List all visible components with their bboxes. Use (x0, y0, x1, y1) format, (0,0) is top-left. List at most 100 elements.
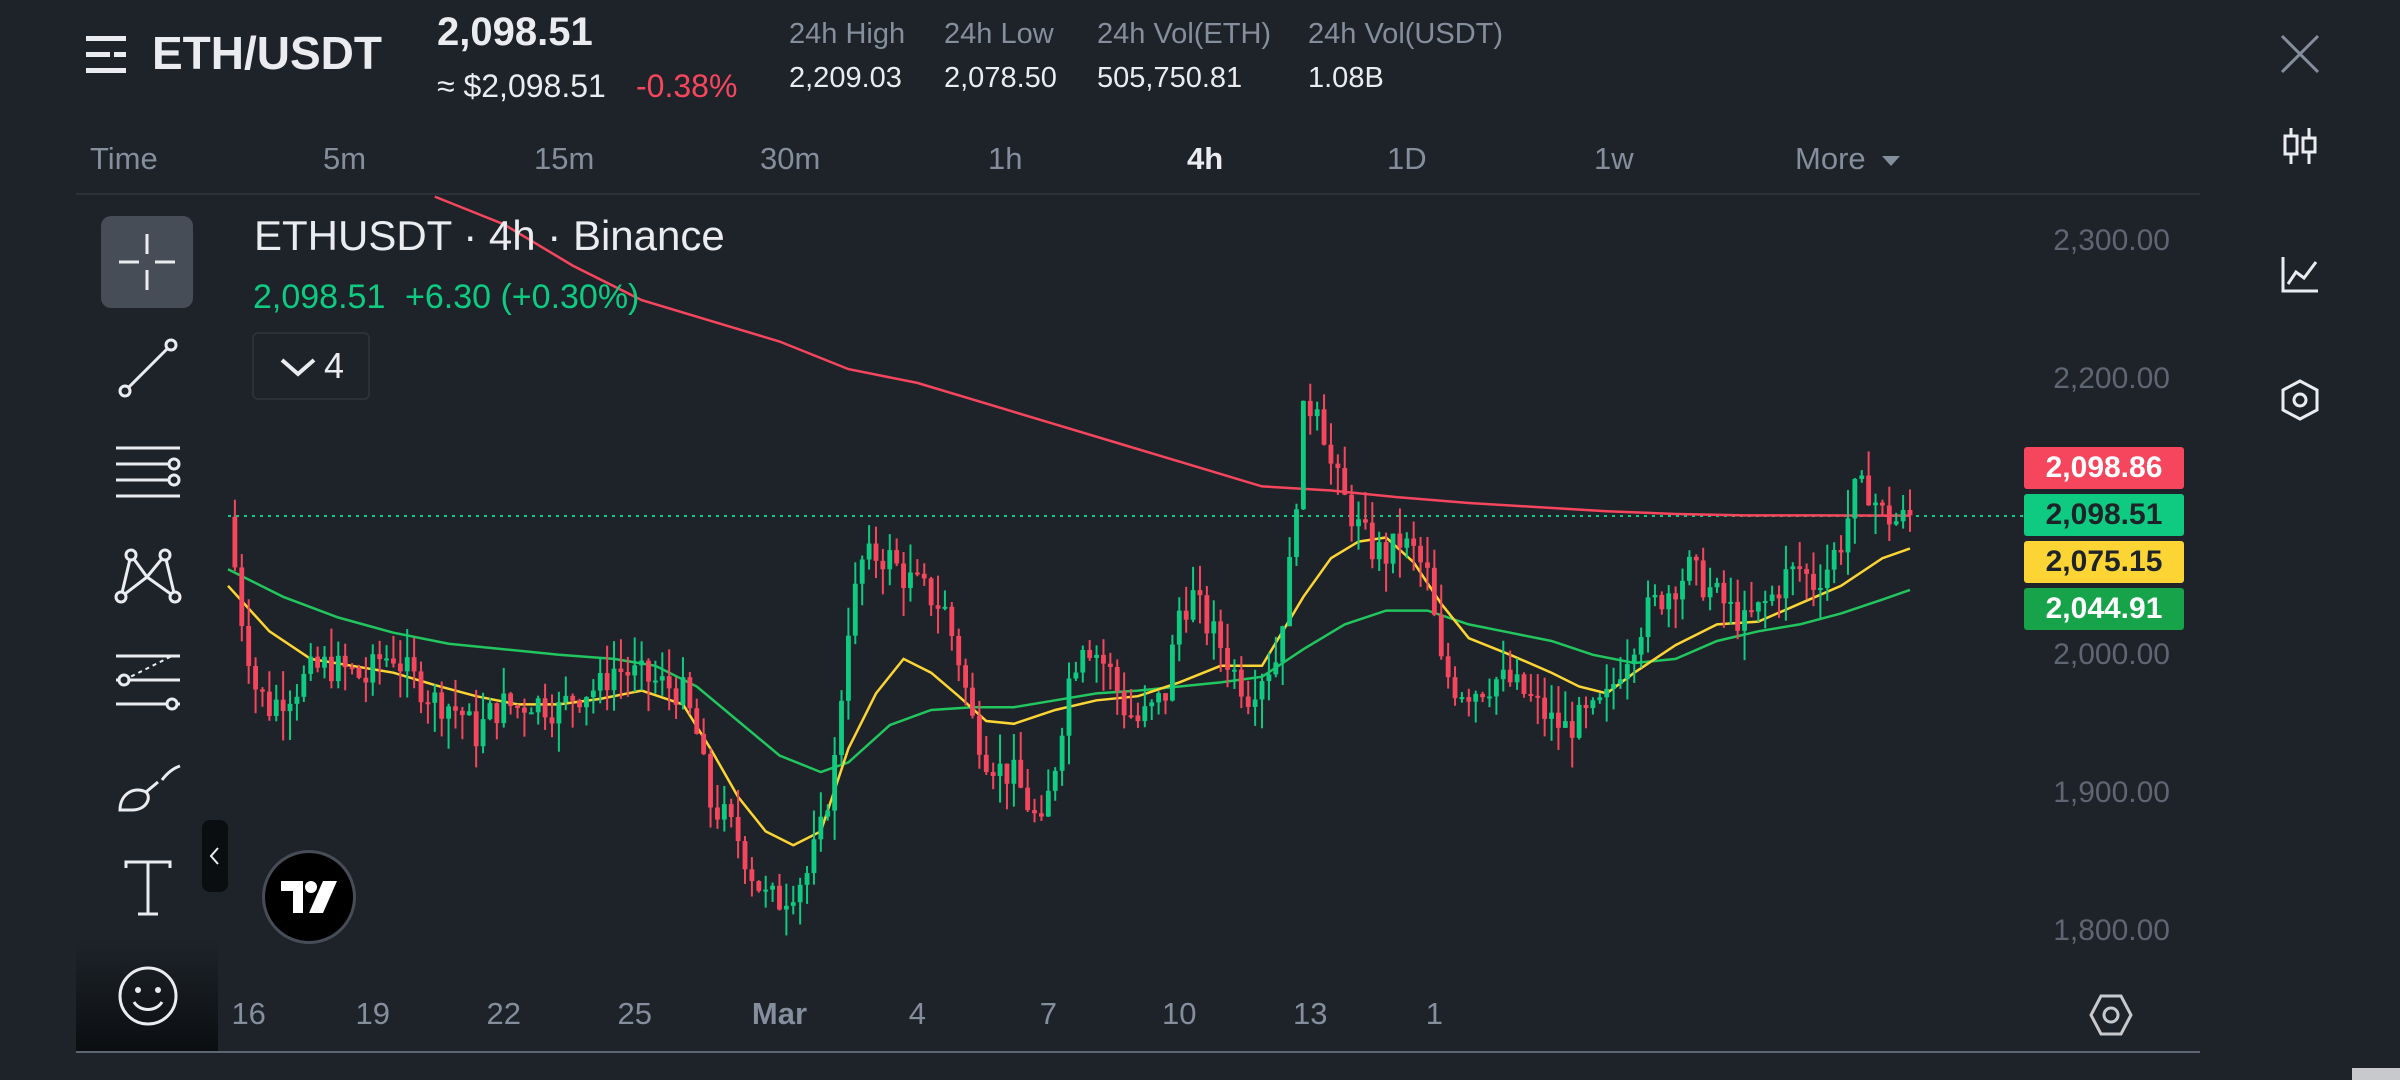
close-button[interactable] (2272, 26, 2328, 82)
y-tick-label: 2,300.00 (2053, 224, 2170, 257)
candle-body (308, 656, 314, 674)
candle-body (1369, 522, 1375, 560)
tab-time[interactable]: Time (90, 141, 158, 176)
change-percent: -0.38% (636, 68, 738, 104)
chart-price: 2,098.51 (253, 278, 386, 316)
candle-body (1762, 601, 1768, 604)
candle-body (1831, 549, 1837, 570)
candle-body (335, 655, 341, 682)
candle-body (1845, 518, 1851, 553)
candle-body (777, 885, 782, 910)
candle-body (1431, 567, 1437, 615)
stat-low-label: 24h Low (944, 18, 1054, 50)
candle-body (1349, 494, 1355, 527)
candle-body (1576, 704, 1582, 738)
candle-body (1466, 697, 1472, 702)
pattern-tool[interactable] (100, 534, 196, 614)
tab-5m[interactable]: 5m (323, 141, 367, 176)
indicator-toggle[interactable]: 4 (252, 332, 370, 400)
candle-body (1893, 521, 1899, 525)
candle-body (949, 606, 955, 636)
forecast-tool[interactable] (100, 640, 196, 720)
candle-body (1039, 813, 1044, 817)
candle-body (253, 665, 258, 690)
candle-body (1135, 715, 1141, 722)
candle-body (328, 656, 334, 682)
candle-body (1183, 610, 1189, 620)
candle-body (425, 702, 431, 705)
caret-down-icon (1882, 155, 1901, 166)
tab-30m[interactable]: 30m (760, 141, 821, 176)
pair-title[interactable]: ETH/USDT (152, 27, 382, 79)
candle-body (232, 516, 238, 568)
candle-body (983, 754, 989, 772)
crosshair-tool[interactable] (101, 216, 193, 308)
candle-body (1225, 647, 1230, 670)
candle-body (570, 695, 576, 701)
candle-body (487, 703, 493, 720)
tab-4h[interactable]: 4h (1187, 141, 1224, 176)
candle-body (1376, 542, 1382, 560)
candle-body (625, 672, 631, 676)
indicators-button[interactable] (2272, 246, 2328, 302)
candle-body (590, 690, 596, 698)
candle-body (377, 654, 383, 660)
candle-body (1500, 669, 1506, 680)
tab-15m[interactable]: 15m (534, 141, 595, 176)
forecast-icon (116, 654, 180, 711)
candle-body (1535, 695, 1541, 698)
candle-body (990, 771, 996, 777)
candle-body (239, 567, 245, 626)
x-tick-label: 1 (1426, 996, 1443, 1031)
y-tick-label: 2,200.00 (2053, 362, 2170, 395)
tab-1h[interactable]: 1h (988, 141, 1023, 176)
candle-body (1880, 502, 1885, 506)
text-icon (124, 860, 172, 916)
tab-more[interactable]: More (1795, 141, 1902, 177)
candle-body (1142, 706, 1148, 722)
candle-body (1590, 700, 1596, 709)
horizontal-lines-tool[interactable] (100, 432, 196, 512)
candle-body (432, 692, 438, 703)
menu-icon[interactable] (84, 32, 134, 78)
candle-body (701, 733, 707, 755)
emoji-tool[interactable] (100, 956, 196, 1036)
candle-body (1873, 502, 1878, 506)
candle-body (577, 700, 582, 708)
trend-line-tool[interactable] (100, 328, 196, 408)
tab-1d[interactable]: 1D (1387, 141, 1427, 176)
tab-1w[interactable]: 1w (1594, 141, 1634, 176)
stat-vol-eth-label: 24h Vol(ETH) (1097, 18, 1272, 50)
candle-body (542, 698, 548, 718)
candle-body (894, 550, 900, 564)
candle-body (1273, 662, 1279, 675)
candle-body (1356, 519, 1361, 527)
candle-body (370, 654, 376, 683)
candle-body (480, 719, 486, 747)
candlestick-type-button[interactable] (2272, 118, 2328, 174)
candle-body (1080, 649, 1086, 673)
candle-body (391, 658, 396, 664)
candle-body (708, 754, 713, 808)
candle-body (1556, 712, 1561, 728)
brush-tool[interactable] (100, 748, 196, 828)
candle-body (632, 665, 638, 676)
candle-body (1307, 400, 1313, 417)
indicator-chart-icon (2281, 257, 2318, 293)
chart-style-button[interactable] (2272, 372, 2328, 428)
candle-body (342, 655, 348, 668)
chart-settings-button[interactable] (2088, 992, 2134, 1038)
candle-body (839, 700, 844, 755)
tradingview-logo[interactable] (262, 850, 356, 944)
candle-body (494, 703, 500, 724)
candle-body (818, 816, 824, 840)
text-tool[interactable] (100, 848, 196, 928)
collapse-toolbar-button[interactable] (202, 820, 228, 892)
x-tick-label: 19 (356, 996, 390, 1031)
y-tick-label: 1,900.00 (2053, 776, 2170, 809)
candle-body (1204, 595, 1210, 634)
price-tag-ma-slow: 2,098.86 (2024, 447, 2184, 489)
candle-body (880, 560, 886, 570)
candle-body (666, 676, 672, 689)
